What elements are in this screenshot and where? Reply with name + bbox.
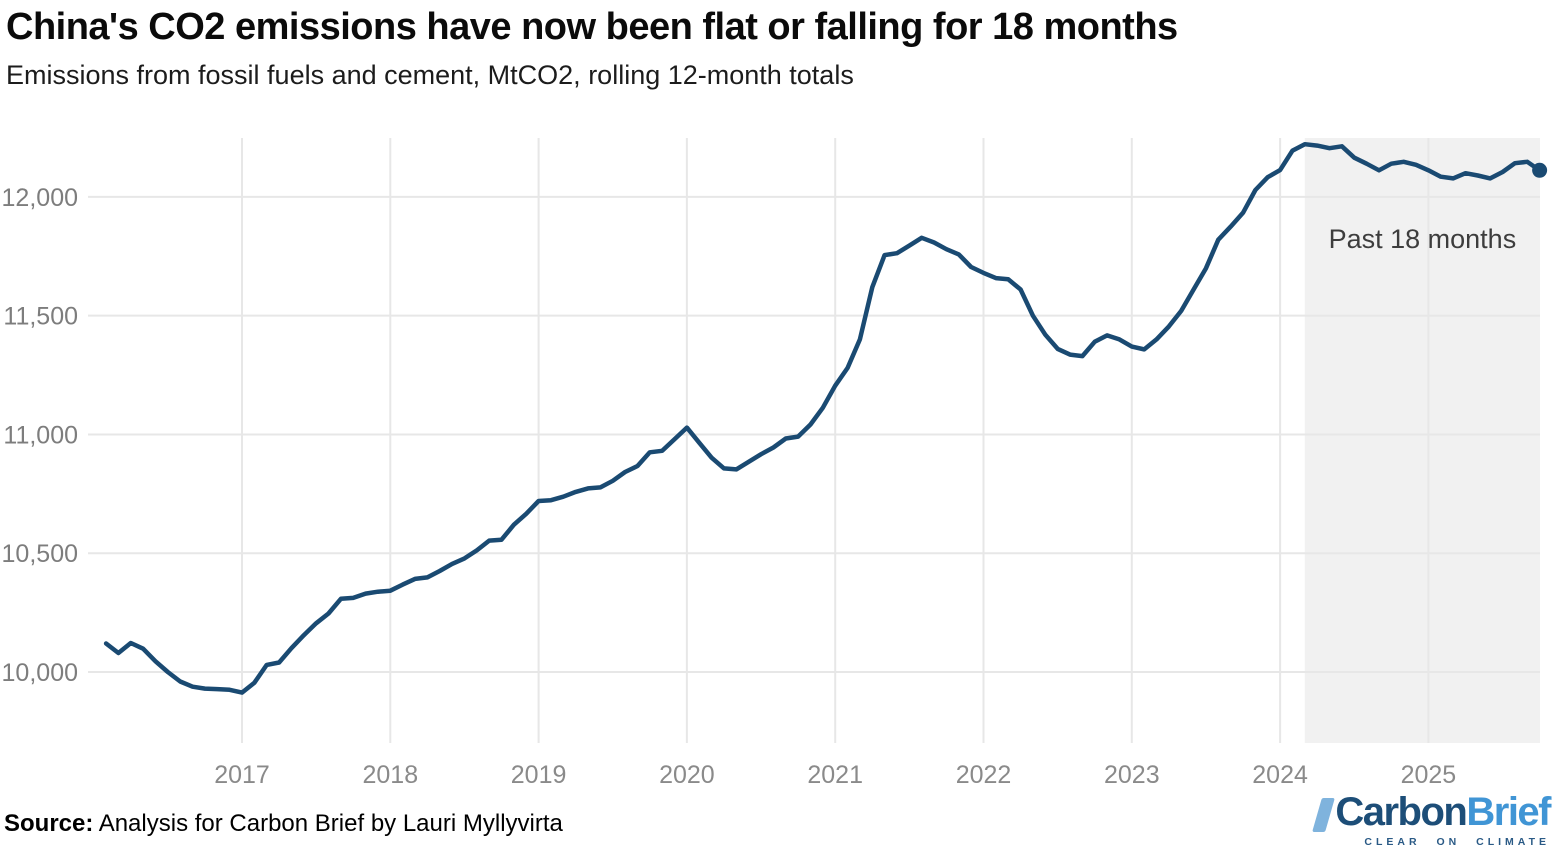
latest-point-marker [1532, 162, 1548, 178]
x-tick-label: 2018 [362, 761, 418, 789]
past-18-months-region [1304, 138, 1540, 743]
page-subtitle: Emissions from fossil fuels and cement, … [6, 60, 854, 90]
y-tick-label: 11,000 [3, 421, 78, 449]
emissions-line [103, 141, 1542, 695]
x-tick-label: 2023 [1104, 761, 1160, 789]
source-note: Source: Analysis for Carbon Brief by Lau… [4, 810, 563, 838]
carbonbrief-logo: Carbon Brief CLEAR ON CLIMATE [1312, 790, 1551, 848]
x-tick-label: 2020 [659, 761, 715, 789]
y-tick-label: 11,500 [3, 303, 78, 331]
page-title: China's CO2 emissions have now been flat… [6, 6, 1178, 48]
source-text: Analysis for Carbon Brief by Lauri Mylly… [93, 810, 563, 837]
x-tick-label: 2025 [1401, 761, 1457, 789]
y-tick-label: 10,500 [2, 540, 78, 568]
x-tick-label: 2019 [511, 761, 567, 789]
x-tick-label: 2017 [214, 761, 270, 789]
x-tick-label: 2021 [807, 761, 863, 789]
x-tick-label: 2024 [1252, 761, 1308, 789]
x-tick-label: 2022 [956, 761, 1012, 789]
carbonbrief-tagline: CLEAR ON CLIMATE [1364, 836, 1550, 848]
carbonbrief-wordmark: Carbon Brief [1312, 790, 1551, 834]
y-tick-label: 10,000 [2, 659, 78, 687]
past-18-months-label: Past 18 months [1329, 224, 1517, 254]
source-label: Source: [4, 810, 94, 837]
carbonbrief-word-brief: Brief [1466, 790, 1551, 834]
carbonbrief-word-carbon: Carbon [1335, 790, 1468, 834]
y-tick-label: 12,000 [2, 184, 78, 212]
